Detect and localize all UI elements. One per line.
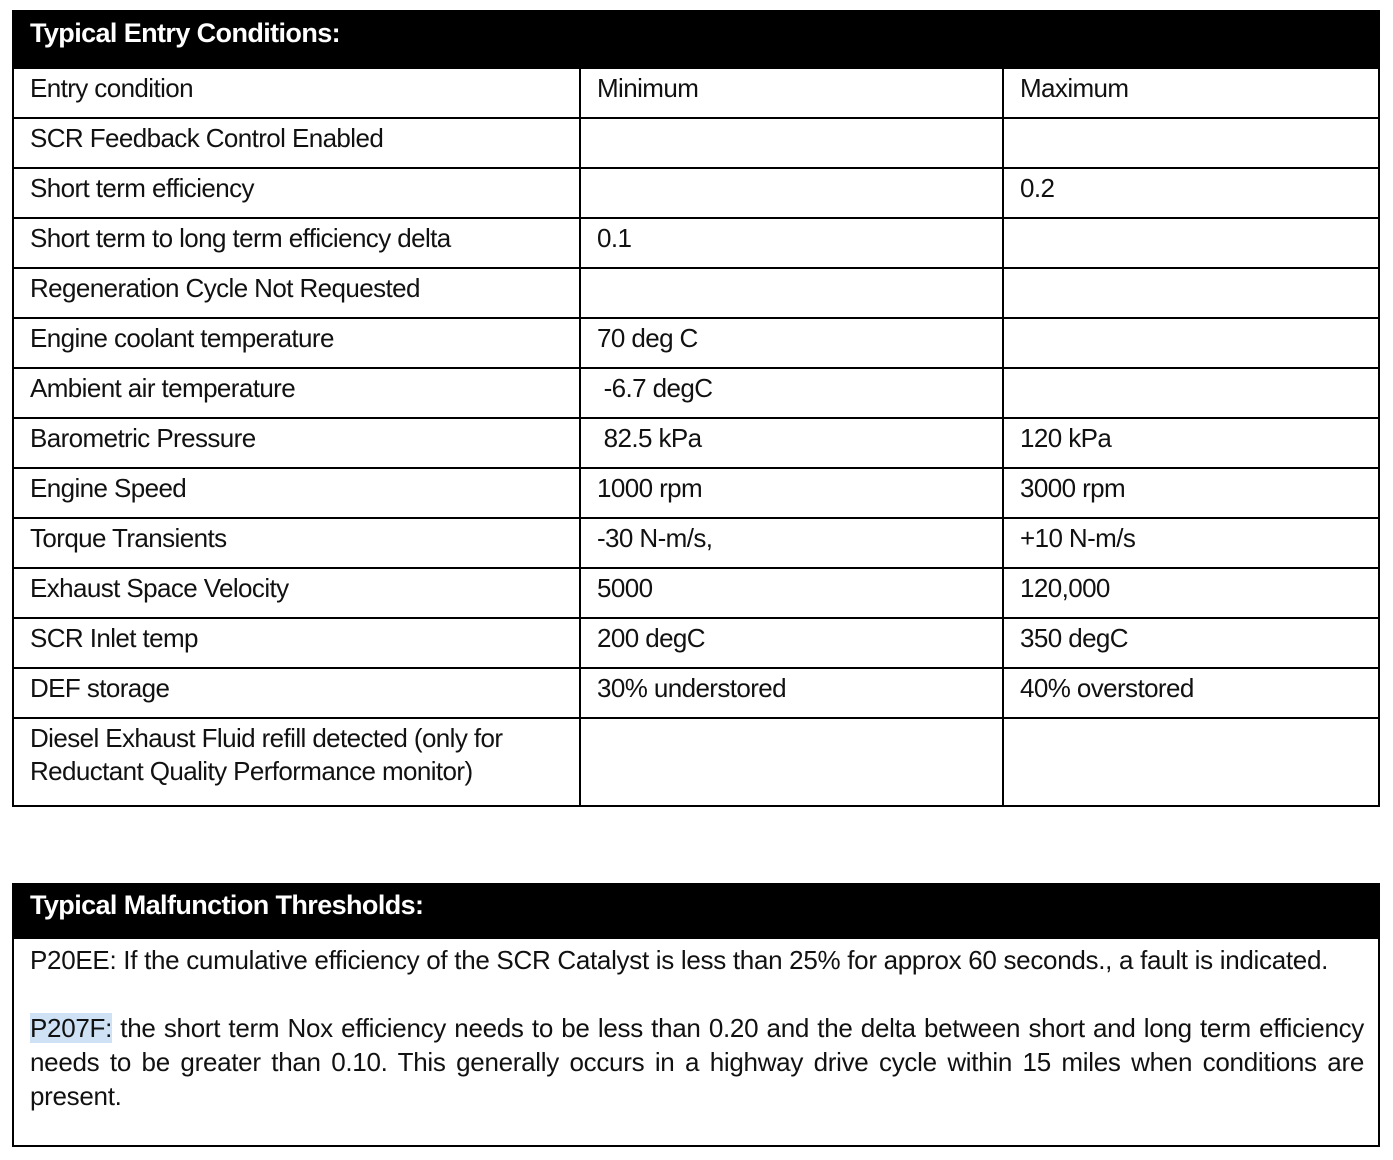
entry-condition-cell: Short term to long term efficiency delta	[12, 217, 581, 269]
threshold-p207f: P207F: the short term Nox efficiency nee…	[14, 1011, 1378, 1113]
maximum-cell: 40% overstored	[1002, 667, 1380, 719]
table-row: SCR Feedback Control Enabled	[12, 117, 1380, 169]
maximum-cell: 120,000	[1002, 567, 1380, 619]
minimum-cell: 200 degC	[579, 617, 1004, 669]
minimum-cell	[579, 167, 1004, 219]
table-row: Exhaust Space Velocity 5000 120,000	[12, 567, 1380, 619]
entry-condition-cell: Torque Transients	[12, 517, 581, 569]
table-row: Short term to long term efficiency delta…	[12, 217, 1380, 269]
entry-condition-cell: Exhaust Space Velocity	[12, 567, 581, 619]
minimum-cell: -6.7 degC	[579, 367, 1004, 419]
column-header-row: Entry condition Minimum Maximum	[12, 67, 1380, 119]
maximum-cell	[1002, 217, 1380, 269]
table-row: SCR Inlet temp 200 degC 350 degC	[12, 617, 1380, 669]
column-header: Entry condition	[12, 67, 581, 119]
maximum-cell: 350 degC	[1002, 617, 1380, 669]
table-row: Ambient air temperature -6.7 degC	[12, 367, 1380, 419]
minimum-cell: 1000 rpm	[579, 467, 1004, 519]
entry-condition-cell: Engine Speed	[12, 467, 581, 519]
malfunction-thresholds-title: Typical Malfunction Thresholds:	[14, 885, 1378, 939]
column-header: Maximum	[1002, 67, 1380, 119]
minimum-cell: 0.1	[579, 217, 1004, 269]
minimum-cell: 82.5 kPa	[579, 417, 1004, 469]
entry-condition-cell: Diesel Exhaust Fluid refill detected (on…	[12, 717, 581, 807]
table-row: DEF storage 30% understored 40% overstored	[12, 667, 1380, 719]
maximum-cell	[1002, 117, 1380, 169]
minimum-cell	[579, 267, 1004, 319]
threshold-p20ee: P20EE: If the cumulative efficiency of t…	[30, 945, 1329, 975]
maximum-cell: 120 kPa	[1002, 417, 1380, 469]
table-row: Barometric Pressure 82.5 kPa 120 kPa	[12, 417, 1380, 469]
minimum-cell	[579, 117, 1004, 169]
minimum-cell: 30% understored	[579, 667, 1004, 719]
entry-conditions-table: Typical Entry Conditions: Entry conditio…	[12, 10, 1380, 807]
highlighted-code: P207F:	[30, 1013, 113, 1043]
table-row: Engine Speed 1000 rpm 3000 rpm	[12, 467, 1380, 519]
entry-condition-cell: DEF storage	[12, 667, 581, 719]
maximum-cell	[1002, 367, 1380, 419]
entry-condition-cell: Ambient air temperature	[12, 367, 581, 419]
minimum-cell: 5000	[579, 567, 1004, 619]
minimum-cell	[579, 717, 1004, 807]
entry-condition-cell: Regeneration Cycle Not Requested	[12, 267, 581, 319]
minimum-cell: -30 N-m/s,	[579, 517, 1004, 569]
maximum-cell	[1002, 267, 1380, 319]
threshold-text: the short term Nox efficiency needs to b…	[30, 1013, 1364, 1111]
maximum-cell	[1002, 317, 1380, 369]
maximum-cell: +10 N-m/s	[1002, 517, 1380, 569]
entry-condition-cell: SCR Inlet temp	[12, 617, 581, 669]
minimum-cell: 70 deg C	[579, 317, 1004, 369]
entry-condition-cell: Barometric Pressure	[12, 417, 581, 469]
table-row: Regeneration Cycle Not Requested	[12, 267, 1380, 319]
table-row: Engine coolant temperature 70 deg C	[12, 317, 1380, 369]
malfunction-thresholds-box: Typical Malfunction Thresholds: P20EE: I…	[12, 883, 1380, 1147]
maximum-cell: 0.2	[1002, 167, 1380, 219]
entry-condition-cell: Engine coolant temperature	[12, 317, 581, 369]
column-header: Minimum	[579, 67, 1004, 119]
entry-condition-cell: Short term efficiency	[12, 167, 581, 219]
entry-condition-cell: SCR Feedback Control Enabled	[12, 117, 581, 169]
maximum-cell	[1002, 717, 1380, 807]
entry-conditions-title: Typical Entry Conditions:	[12, 10, 1380, 69]
table-row: Diesel Exhaust Fluid refill detected (on…	[12, 717, 1380, 807]
table-row: Torque Transients -30 N-m/s, +10 N-m/s	[12, 517, 1380, 569]
table-row: Short term efficiency 0.2	[12, 167, 1380, 219]
maximum-cell: 3000 rpm	[1002, 467, 1380, 519]
